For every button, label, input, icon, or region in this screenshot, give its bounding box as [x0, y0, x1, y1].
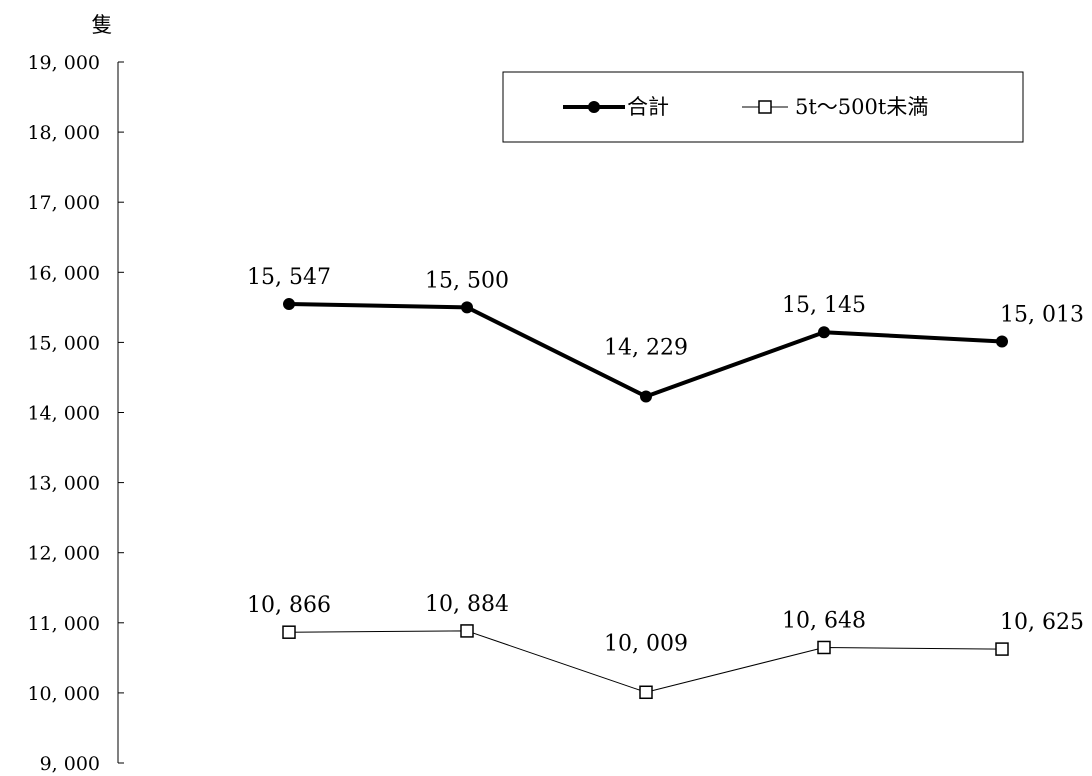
data-point — [639, 685, 653, 700]
legend-small-label: 5t～500t未満 — [795, 95, 928, 119]
y-tick-label: 18, 000 — [27, 122, 100, 144]
data-label: 15, 013 — [1000, 302, 1084, 327]
data-point — [995, 642, 1009, 656]
y-tick-label: 19, 000 — [27, 52, 100, 74]
data-point — [461, 301, 473, 314]
data-label: 15, 500 — [425, 268, 509, 293]
y-tick-label: 10, 000 — [27, 683, 100, 705]
y-tick-label: 11, 000 — [27, 613, 100, 635]
legend-total-label: 合計 — [627, 95, 669, 119]
y-tick-label: 13, 000 — [27, 473, 100, 495]
y-tick-label: 17, 000 — [27, 192, 100, 214]
series-total: 15, 547 15, 500 14, 229 15, 145 15, 013 — [247, 265, 1084, 403]
series-small: 10, 866 10, 884 10, 009 10, 648 10, 625 — [247, 592, 1084, 700]
data-label: 10, 009 — [604, 631, 688, 656]
series-layer: 10, 866 10, 884 10, 009 10, 648 10, 625 15, 5… — [247, 265, 1084, 700]
y-tick-label: 15, 000 — [27, 332, 100, 354]
data-label: 15, 145 — [782, 293, 866, 318]
data-label: 10, 884 — [425, 592, 509, 617]
data-point — [283, 298, 295, 311]
data-label: 10, 625 — [1000, 610, 1084, 635]
y-axis-unit-label: 隻 — [92, 13, 113, 37]
data-label: 15, 547 — [247, 265, 331, 290]
data-point — [817, 640, 831, 655]
y-tick-label: 16, 000 — [27, 262, 100, 284]
legend-small-marker-icon — [758, 100, 772, 114]
y-tick-label: 9, 000 — [40, 753, 100, 775]
legend: 合計 5t～500t未満 — [502, 71, 1024, 143]
y-tick-label: 14, 000 — [27, 403, 100, 425]
data-point — [996, 335, 1008, 348]
data-point — [282, 625, 296, 639]
legend-total-marker-icon — [588, 101, 600, 113]
data-label: 10, 648 — [782, 608, 866, 633]
data-label: 10, 866 — [247, 593, 331, 618]
data-label: 14, 229 — [604, 335, 688, 360]
data-point — [640, 390, 652, 403]
y-axis: 9, 000 10, 000 11, 000 12, 000 13, 000 14, 00… — [27, 52, 124, 775]
data-point — [460, 624, 474, 638]
y-tick-label: 12, 000 — [27, 543, 100, 565]
data-point — [818, 326, 830, 339]
